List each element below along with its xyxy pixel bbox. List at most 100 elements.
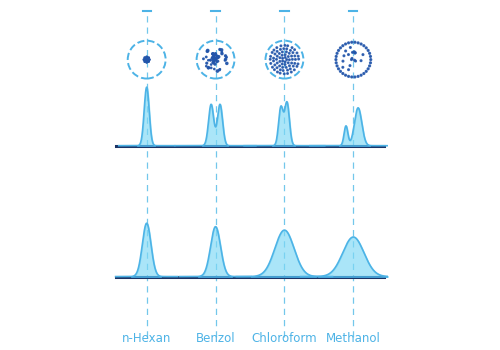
Ellipse shape [368,65,370,67]
Ellipse shape [360,60,362,62]
Ellipse shape [292,65,294,67]
Ellipse shape [286,48,288,50]
Ellipse shape [282,60,284,62]
Ellipse shape [276,58,278,60]
Ellipse shape [224,60,226,61]
Ellipse shape [298,58,300,60]
Ellipse shape [210,60,211,61]
Ellipse shape [280,45,281,47]
Ellipse shape [286,69,288,71]
Ellipse shape [144,57,146,58]
Ellipse shape [272,52,273,53]
Ellipse shape [208,67,210,69]
Ellipse shape [360,74,362,76]
Ellipse shape [282,57,284,59]
Ellipse shape [270,56,272,57]
Ellipse shape [280,49,281,50]
Ellipse shape [146,56,148,57]
Ellipse shape [226,56,228,58]
Ellipse shape [206,49,209,52]
Ellipse shape [282,66,284,68]
Ellipse shape [363,72,364,75]
Ellipse shape [214,59,216,61]
Ellipse shape [272,66,273,68]
Ellipse shape [357,42,359,44]
Ellipse shape [336,65,338,67]
Ellipse shape [212,56,214,58]
Ellipse shape [279,65,280,67]
Ellipse shape [279,57,280,58]
Ellipse shape [291,55,292,57]
Ellipse shape [336,56,337,57]
Ellipse shape [212,53,214,55]
Ellipse shape [284,54,286,56]
Ellipse shape [143,59,144,60]
Ellipse shape [342,60,344,62]
Ellipse shape [286,66,287,68]
Ellipse shape [273,57,274,59]
Ellipse shape [296,65,298,67]
Ellipse shape [148,61,150,62]
Ellipse shape [206,56,207,58]
Text: Methanol: Methanol [326,332,381,345]
Ellipse shape [348,69,350,70]
Ellipse shape [276,67,278,69]
Ellipse shape [273,49,274,51]
Ellipse shape [292,47,293,48]
Ellipse shape [351,41,352,43]
Ellipse shape [362,54,364,55]
Ellipse shape [218,56,220,58]
Ellipse shape [354,52,356,54]
Ellipse shape [294,63,296,64]
Text: n-Hexan: n-Hexan [122,332,172,345]
Ellipse shape [276,51,278,52]
Ellipse shape [282,70,284,71]
Ellipse shape [270,58,271,60]
Ellipse shape [354,76,356,78]
Ellipse shape [216,61,218,63]
Ellipse shape [344,43,346,45]
Ellipse shape [280,72,281,74]
Ellipse shape [370,56,372,57]
Ellipse shape [349,65,351,66]
Ellipse shape [212,53,214,55]
Ellipse shape [363,45,364,47]
Ellipse shape [214,54,216,56]
Ellipse shape [291,62,292,64]
Ellipse shape [148,57,150,58]
Ellipse shape [224,58,226,60]
Ellipse shape [290,68,291,70]
Ellipse shape [206,65,207,67]
Ellipse shape [288,65,290,66]
Ellipse shape [284,61,286,63]
Ellipse shape [284,45,286,46]
Ellipse shape [206,50,208,52]
Ellipse shape [212,56,214,58]
Ellipse shape [354,60,356,62]
Ellipse shape [217,56,218,58]
Ellipse shape [274,64,276,66]
Ellipse shape [354,52,356,54]
Ellipse shape [342,45,344,47]
Ellipse shape [357,76,359,77]
Ellipse shape [216,70,218,72]
Ellipse shape [336,62,337,64]
Ellipse shape [296,52,298,54]
Ellipse shape [144,61,146,62]
Ellipse shape [350,47,351,48]
Ellipse shape [286,59,288,60]
Ellipse shape [202,58,204,60]
Ellipse shape [338,50,340,51]
Ellipse shape [214,57,216,60]
Ellipse shape [273,60,274,62]
Ellipse shape [344,74,346,76]
Ellipse shape [338,68,340,70]
Ellipse shape [342,72,344,75]
Ellipse shape [370,62,372,64]
Ellipse shape [282,55,283,56]
Ellipse shape [336,52,338,54]
Ellipse shape [297,63,299,65]
Ellipse shape [292,52,294,54]
Ellipse shape [208,60,209,61]
Ellipse shape [354,51,355,52]
